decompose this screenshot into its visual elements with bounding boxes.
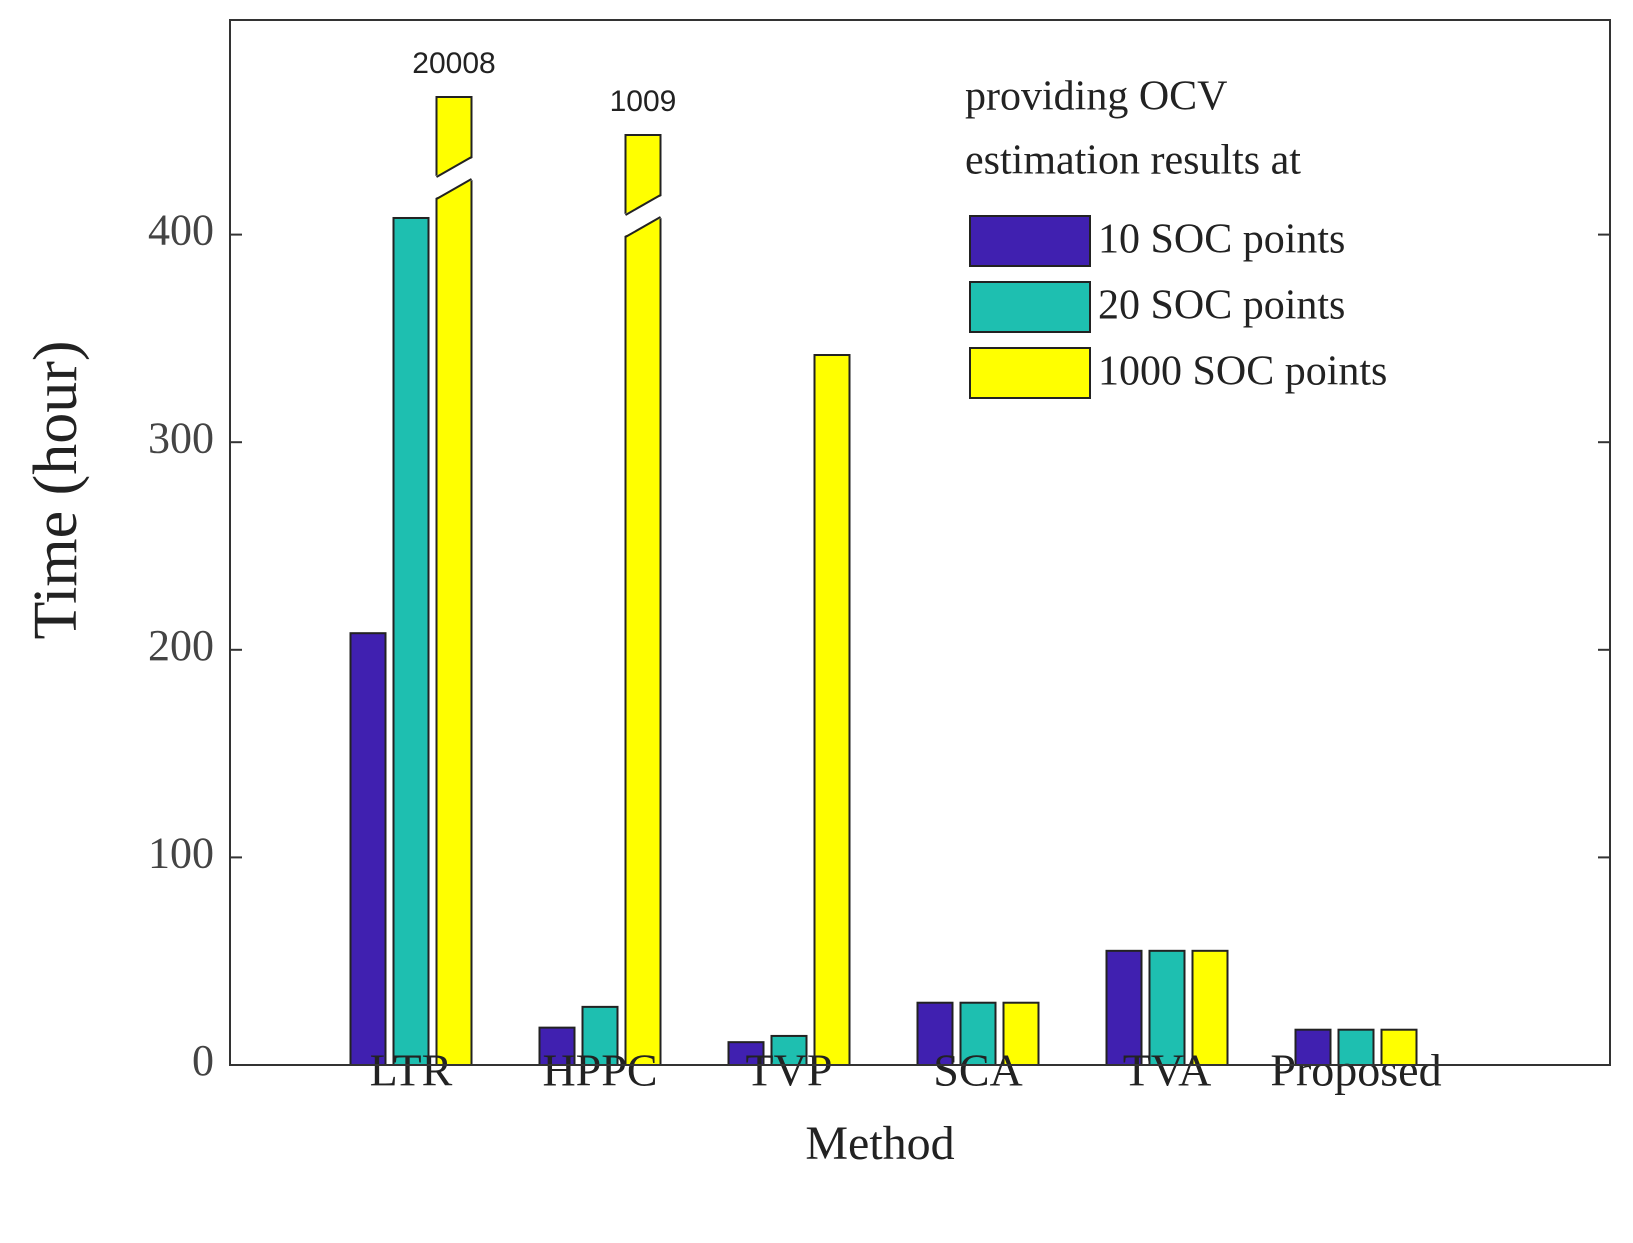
bar <box>349 632 387 1067</box>
legend-title: estimation results at <box>965 138 1301 184</box>
plot-frame <box>229 19 1611 1066</box>
y-tick-label: 100 <box>148 828 214 877</box>
bar <box>624 134 662 1066</box>
axis-break-edge <box>436 156 472 178</box>
axis-break <box>433 157 475 199</box>
legend-swatch <box>969 347 1091 399</box>
bar <box>813 354 851 1066</box>
legend-title: providing OCV <box>965 74 1228 120</box>
bar <box>538 1026 576 1066</box>
y-tick-label: 400 <box>148 206 214 255</box>
bar <box>1105 949 1143 1067</box>
value-label: 1009 <box>610 85 677 118</box>
bar <box>1002 1001 1040 1066</box>
bar <box>392 216 430 1066</box>
x-tick-label: TVA <box>1123 1045 1212 1096</box>
bar <box>581 1005 619 1067</box>
x-tick-label: TVP <box>746 1045 833 1096</box>
bar <box>1148 949 1186 1067</box>
axis-break-edge <box>625 194 661 216</box>
legend-label: 1000 SOC points <box>1098 349 1387 395</box>
y-tick-label: 0 <box>192 1036 214 1085</box>
bar <box>1191 949 1229 1067</box>
y-axis-label: Time (hour) <box>22 340 90 639</box>
legend-swatch <box>969 281 1091 333</box>
legend-label: 20 SOC points <box>1098 283 1345 329</box>
bar <box>959 1001 997 1066</box>
legend-label: 10 SOC points <box>1098 217 1345 263</box>
axis-break <box>622 195 664 237</box>
value-label: 20008 <box>412 47 495 80</box>
x-axis-label: Method <box>805 1117 954 1170</box>
x-tick-label: SCA <box>933 1045 1022 1096</box>
bar <box>435 96 473 1066</box>
axis-break-edge <box>625 216 661 238</box>
axis-break-edge <box>436 178 472 200</box>
bar <box>1380 1028 1418 1067</box>
y-tick-label: 300 <box>148 413 214 462</box>
x-tick-label: LTR <box>370 1045 453 1096</box>
x-tick-label: HPPC <box>542 1045 657 1096</box>
legend-swatch <box>969 215 1091 267</box>
y-tick-label: 200 <box>148 621 214 670</box>
x-tick-label: Proposed <box>1270 1045 1441 1096</box>
